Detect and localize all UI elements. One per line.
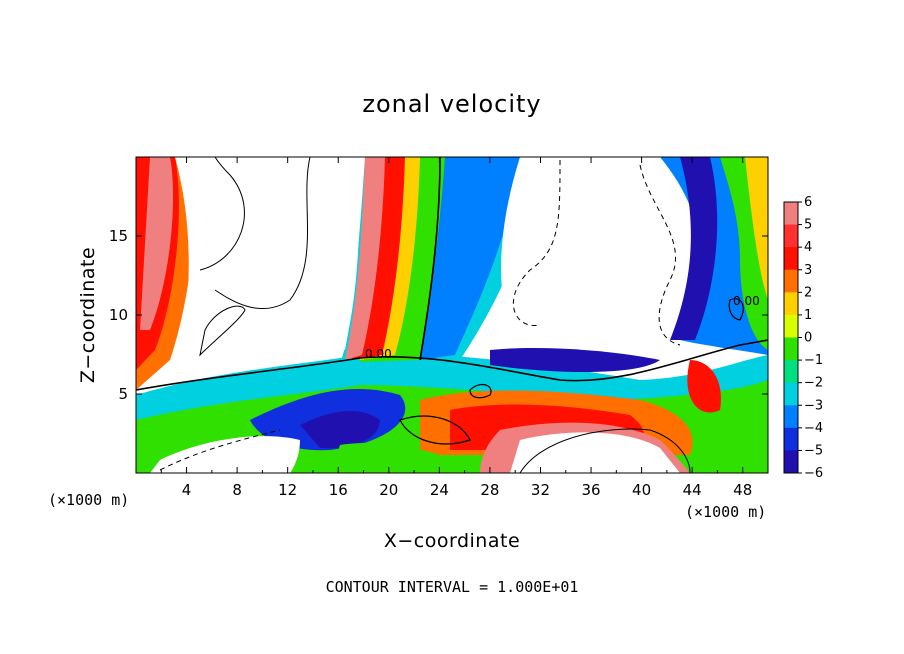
colorbar-label: −4 [804,421,823,436]
colorbar-label: −2 [804,376,823,391]
contour-lines [136,157,768,473]
colorbar-swatch [784,247,798,271]
colorbar-swatch [784,337,798,361]
x-axis-label: X−coordinate [384,530,520,552]
x-tick-label: 44 [683,481,702,499]
colorbar-label: 4 [804,240,812,255]
colorbar-label: 1 [804,308,812,323]
colorbar-swatch [784,450,798,474]
colorbar-swatch [784,292,798,316]
y-tick-label: 10 [109,306,128,324]
colorbar-swatch [784,202,798,226]
x-tick-label: 32 [531,481,550,499]
x-unit-label-right: (×1000 m) [685,503,766,521]
colorbar-swatch [784,224,798,248]
colorbar: 6 5 4 3 2 1 0 −1 −2 −3 −4 −5 −6 [783,195,823,481]
plot-area: 0.00 0.00 [136,157,768,473]
x-tick-label: 8 [232,481,242,499]
contour-label: 0.00 [733,294,760,308]
x-tick-label: 40 [632,481,651,499]
chart-title: zonal velocity [362,90,541,118]
x-tick-label: 24 [430,481,449,499]
colorbar-swatch [784,360,798,384]
colorbar-label: −6 [804,466,823,481]
colorbar-label: 2 [804,285,812,300]
contour-label: 0.00 [365,347,392,361]
colorbar-label: 6 [804,195,812,210]
colorbar-label: 3 [804,263,812,278]
x-tick-label: 48 [733,481,752,499]
x-tick-label: 28 [480,481,499,499]
x-tick-label: 36 [581,481,600,499]
x-unit-label-left: (×1000 m) [48,491,129,509]
colorbar-label: 0 [804,331,812,346]
y-tick-label: 5 [118,385,128,403]
colorbar-label: 5 [804,218,812,233]
colorbar-swatch [784,427,798,451]
x-axis: 4 8 12 16 20 24 28 32 36 40 44 48 [160,157,752,499]
velocity-field [136,157,768,473]
x-tick-label: 12 [278,481,297,499]
colorbar-swatch [784,382,798,406]
colorbar-swatch [784,405,798,429]
colorbar-label: −5 [804,443,823,458]
colorbar-label: −3 [804,398,823,413]
colorbar-swatch [784,269,798,293]
x-tick-label: 16 [329,481,348,499]
x-tick-label: 20 [379,481,398,499]
colorbar-label: −1 [804,353,823,368]
y-axis: 5 10 15 [109,227,768,403]
y-tick-label: 15 [109,227,128,245]
contour-interval-note: CONTOUR INTERVAL = 1.000E+01 [326,578,579,596]
colorbar-swatch [784,314,798,338]
y-axis-label: Z−coordinate [77,247,99,383]
x-tick-label: 4 [182,481,192,499]
